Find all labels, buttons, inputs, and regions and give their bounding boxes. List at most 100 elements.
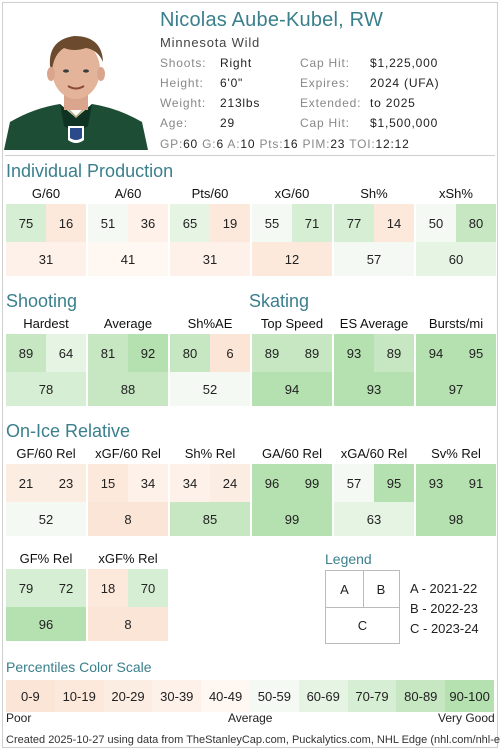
metric-label: xG/60 bbox=[274, 186, 310, 201]
metric-cell-c: 78 bbox=[6, 372, 86, 406]
metric-cell-c: 57 bbox=[334, 242, 414, 276]
stat-label: TOI: bbox=[349, 137, 376, 151]
stat-label: PIM: bbox=[302, 137, 331, 151]
contract-row: Expires: 2024 (UFA) bbox=[300, 76, 439, 90]
contract-label: Extended: bbox=[300, 96, 362, 110]
metric-cell-b: 23 bbox=[46, 464, 86, 502]
metric-label: GF/60 Rel bbox=[16, 446, 76, 461]
bio-row: Weight: 213lbs bbox=[160, 96, 259, 110]
metric-cell-b: 72 bbox=[46, 569, 86, 607]
stat-value: 6 bbox=[216, 137, 224, 151]
metric-label: GF% Rel bbox=[19, 551, 73, 566]
scale-bin: 90-100 bbox=[445, 680, 494, 712]
metric-cell-b: 91 bbox=[456, 464, 496, 502]
metric-label: Pts/60 bbox=[191, 186, 229, 201]
metric-cell-b: 95 bbox=[374, 464, 414, 502]
legend-item-c: C - 2023-24 bbox=[410, 621, 479, 636]
metric-cell-b: 16 bbox=[46, 204, 86, 242]
stat-label: Pts: bbox=[259, 137, 284, 151]
bio-label: Weight: bbox=[160, 96, 207, 110]
bio-value: Right bbox=[220, 56, 253, 70]
metric-cell-c: 8 bbox=[88, 502, 168, 536]
metric-label: GA/60 Rel bbox=[262, 446, 322, 461]
metric-label: Sh%AE bbox=[187, 316, 233, 331]
metric-cell-a: 55 bbox=[252, 204, 292, 242]
metric-cell-a: 79 bbox=[6, 569, 46, 607]
metric-cell-b: 6 bbox=[210, 334, 250, 372]
stat-value: 60 bbox=[183, 137, 199, 151]
stat-value: 16 bbox=[283, 137, 299, 151]
metric-cell-b: 89 bbox=[292, 334, 332, 372]
season-stat-line: GP:60 G:6 A:10 Pts:16 PIM:23 TOI:12:12 bbox=[160, 137, 410, 151]
metric-cell-a: 89 bbox=[6, 334, 46, 372]
metric-cell-a: 94 bbox=[416, 334, 456, 372]
metric-cell-a: 89 bbox=[252, 334, 292, 372]
metric-cell-c: 97 bbox=[416, 372, 496, 406]
metric-cell-b: 92 bbox=[128, 334, 168, 372]
footer-credits: Created 2025-10-27 using data from TheSt… bbox=[6, 734, 500, 746]
scale-title: Percentiles Color Scale bbox=[6, 659, 152, 675]
scale-bin: 60-69 bbox=[298, 680, 348, 712]
metric-cell-a: 96 bbox=[252, 464, 292, 502]
metric-cell-c: 85 bbox=[170, 502, 250, 536]
metric-cell-b: 34 bbox=[128, 464, 168, 502]
metric-label: xGA/60 Rel bbox=[340, 446, 408, 461]
metric-label: G/60 bbox=[31, 186, 61, 201]
metric-cell-a: 93 bbox=[334, 334, 374, 372]
contract-row: Cap Hit: $1,500,000 bbox=[300, 116, 437, 130]
contract-row: Extended: to 2025 bbox=[300, 96, 415, 110]
section-title-individual: Individual Production bbox=[6, 161, 174, 181]
metric-cell-a: 21 bbox=[6, 464, 46, 502]
metric-cell-c: 52 bbox=[170, 372, 250, 406]
bio-label: Age: bbox=[160, 116, 188, 130]
metric-label: A/60 bbox=[114, 186, 142, 201]
legend-item-a: A - 2021-22 bbox=[410, 581, 478, 596]
metric-label: Top Speed bbox=[260, 316, 324, 331]
metric-cell-b: 89 bbox=[374, 334, 414, 372]
scale-label-very-good: Very Good bbox=[438, 711, 495, 725]
metric-cell-c: 41 bbox=[88, 242, 168, 276]
metric-cell-b: 24 bbox=[210, 464, 250, 502]
player-team: Minnesota Wild bbox=[160, 35, 261, 50]
legend-item-b: B - 2022-23 bbox=[410, 601, 478, 616]
scale-bin: 30-39 bbox=[152, 680, 202, 712]
metric-label: xGF% Rel bbox=[98, 551, 158, 566]
section-title-onice: On-Ice Relative bbox=[6, 421, 131, 441]
metric-cell-a: 75 bbox=[6, 204, 46, 242]
metric-label: xSh% bbox=[439, 186, 473, 201]
player-name: Nicolas Aube-Kubel, RW bbox=[160, 9, 384, 31]
contract-value: 2024 (UFA) bbox=[370, 76, 440, 90]
metric-cell-c: 99 bbox=[252, 502, 332, 536]
scale-bin: 20-29 bbox=[103, 680, 153, 712]
stat-label: G: bbox=[202, 137, 217, 151]
metric-cell-b: 71 bbox=[292, 204, 332, 242]
metric-cell-c: 60 bbox=[416, 242, 496, 276]
legend-cell-a: A bbox=[326, 571, 364, 608]
bio-row: Shoots: Right bbox=[160, 56, 251, 70]
metric-cell-b: 99 bbox=[292, 464, 332, 502]
metric-cell-c: 31 bbox=[6, 242, 86, 276]
scale-label-poor: Poor bbox=[6, 711, 32, 725]
metric-cell-a: 80 bbox=[170, 334, 210, 372]
metric-label: Sh% Rel bbox=[184, 446, 236, 461]
metric-cell-b: 64 bbox=[46, 334, 86, 372]
metric-label: Sv% Rel bbox=[431, 446, 481, 461]
metric-cell-c: 63 bbox=[334, 502, 414, 536]
scale-label-average: Average bbox=[228, 711, 273, 725]
metric-cell-a: 81 bbox=[88, 334, 128, 372]
metric-cell-c: 96 bbox=[6, 607, 86, 641]
metric-cell-b: 36 bbox=[128, 204, 168, 242]
section-title-shooting: Shooting bbox=[6, 291, 78, 311]
metric-cell-c: 52 bbox=[6, 502, 86, 536]
bio-value: 6'0" bbox=[220, 76, 244, 90]
section-title-skating: Skating bbox=[249, 291, 310, 311]
metric-cell-a: 51 bbox=[88, 204, 128, 242]
metric-label: Bursts/mi bbox=[428, 316, 484, 331]
metric-cell-a: 77 bbox=[334, 204, 374, 242]
metric-cell-c: 8 bbox=[88, 607, 168, 641]
metric-cell-a: 15 bbox=[88, 464, 128, 502]
metric-label: ES Average bbox=[339, 316, 409, 331]
stat-value: 23 bbox=[330, 137, 346, 151]
metric-cell-a: 50 bbox=[416, 204, 456, 242]
